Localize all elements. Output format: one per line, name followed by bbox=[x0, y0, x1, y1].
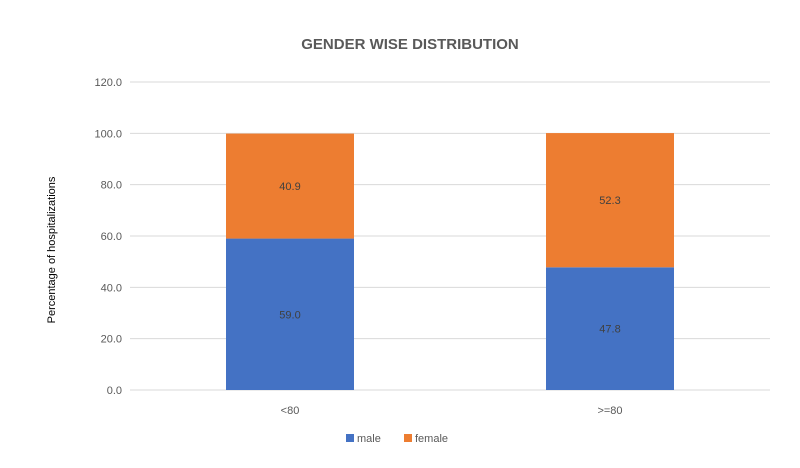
y-tick-label: 80.0 bbox=[101, 180, 122, 192]
legend-label-male: male bbox=[357, 433, 381, 445]
y-tick-label: 120.0 bbox=[94, 77, 122, 89]
y-axis-label: Percentage of hospitalizations bbox=[46, 176, 58, 323]
x-axis-categories: <80 >=80 bbox=[281, 405, 623, 417]
y-tick-label: 100.0 bbox=[94, 128, 122, 140]
chart-title: GENDER WISE DISTRIBUTION bbox=[301, 36, 519, 53]
bar-female bbox=[546, 133, 674, 268]
data-label: 47.8 bbox=[599, 324, 620, 336]
legend-swatch-male bbox=[346, 434, 354, 442]
y-tick-label: 20.0 bbox=[101, 334, 122, 346]
bar-female bbox=[226, 133, 354, 239]
bar-male bbox=[546, 267, 674, 390]
y-tick-label: 60.0 bbox=[101, 231, 122, 243]
data-label: 40.9 bbox=[279, 181, 300, 193]
legend-swatch-female bbox=[404, 434, 412, 442]
data-labels: 59.0 40.9 47.8 52.3 bbox=[279, 181, 620, 336]
legend: male female bbox=[346, 433, 448, 445]
bars bbox=[226, 133, 674, 390]
data-label: 59.0 bbox=[279, 309, 300, 321]
y-axis-ticks: 0.0 20.0 40.0 60.0 80.0 100.0 120.0 bbox=[94, 77, 122, 397]
legend-label-female: female bbox=[415, 433, 448, 445]
y-tick-label: 0.0 bbox=[107, 385, 122, 397]
x-category-label: >=80 bbox=[597, 405, 622, 417]
bar-male bbox=[226, 238, 354, 390]
x-category-label: <80 bbox=[281, 405, 300, 417]
data-label: 52.3 bbox=[599, 195, 620, 207]
y-tick-label: 40.0 bbox=[101, 282, 122, 294]
